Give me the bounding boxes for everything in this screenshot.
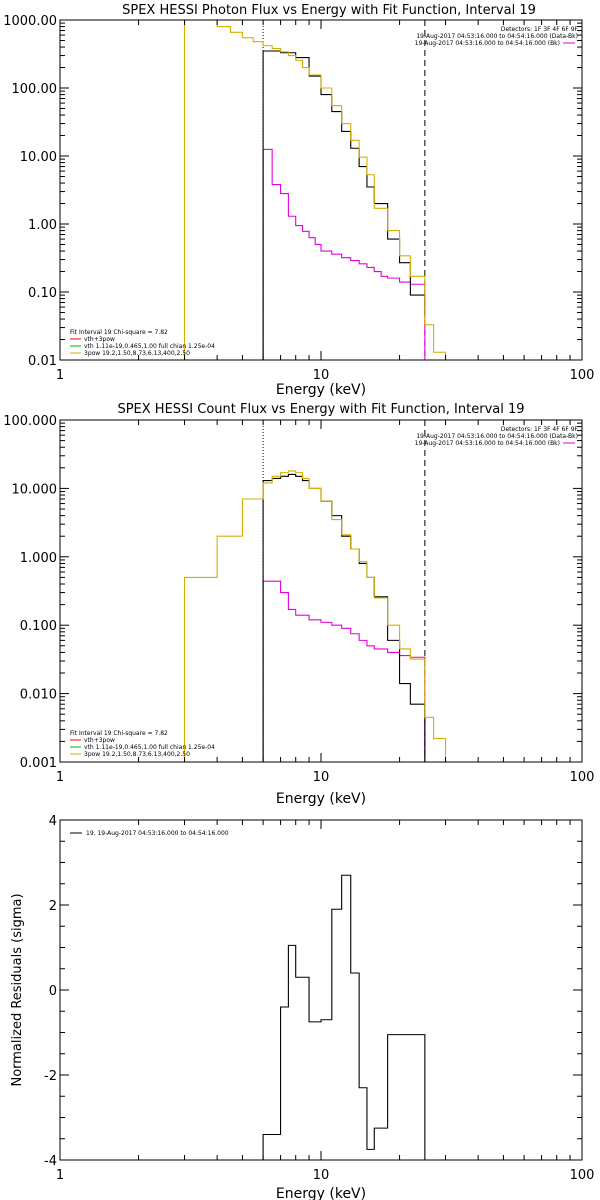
count-fit-line-1: Fit Interval 19 Chi-square = 7.82 — [70, 730, 168, 737]
residuals-y-axis-label: Normalized Residuals (sigma) — [10, 893, 25, 1086]
count-bk-line: 19-Aug-2017 04:53:16.000 to 04:54:16.000… — [415, 440, 560, 447]
photon-y-tick-label: 0.01 — [28, 354, 57, 369]
count-detectors-line: Detectors: 1F 3F 4F 6F 9F — [501, 426, 579, 433]
photon-fit-line-4: 3pow 19.2,1.50,8.73,6.13,400,2.50 — [84, 350, 190, 357]
residuals-y-tick-label: 4 — [49, 814, 57, 829]
photon-y-tick-label: 100.00 — [12, 82, 58, 97]
residuals-y-tick-label: -4 — [44, 1154, 57, 1169]
residuals-x-tick-label: 100 — [570, 1168, 595, 1183]
photon-detectors-line: Detectors: 1F 3F 4F 6F 9F — [501, 26, 579, 33]
photon-fit-line-1: Fit Interval 19 Chi-square = 7.82 — [70, 329, 168, 336]
count-fit-line-4: 3pow 19.2,1.50,8.73,6.13,400,2.50 — [84, 751, 190, 758]
count-x-axis-label: Energy (keV) — [276, 791, 366, 807]
residuals-y-tick-label: 0 — [49, 984, 57, 999]
photon-fit-line-2: vth+3pow — [84, 336, 115, 343]
count-flux-panel: SPEX HESSI Count Flux vs Energy with Fit… — [3, 402, 594, 807]
photon-x-tick-label: 100 — [570, 368, 595, 383]
photon-x-axis-label: Energy (keV) — [276, 382, 366, 398]
count-y-tick-label: 0.010 — [20, 688, 57, 703]
photon-series-vth — [262, 148, 426, 360]
photon-x-tick-label: 10 — [313, 368, 330, 383]
photon-y-tick-label: 1.00 — [28, 218, 57, 233]
residuals-series-data — [262, 874, 426, 1160]
count-fit-legend: Fit Interval 19 Chi-square = 7.82 vth+3p… — [70, 730, 215, 758]
count-fit-line-2: vth+3pow — [84, 737, 115, 744]
residuals-x-tick-label: 10 — [313, 1168, 330, 1183]
residuals-legend-text: 19. 19-Aug-2017 04:53:16.000 to 04:54:16… — [86, 830, 229, 837]
residuals-y-tick-label: -2 — [44, 1069, 57, 1084]
photon-fit-legend: Fit Interval 19 Chi-square = 7.82 vth+3p… — [70, 329, 215, 357]
photon-chart-title: SPEX HESSI Photon Flux vs Energy with Fi… — [122, 3, 536, 18]
residuals-x-tick-label: 1 — [56, 1168, 64, 1183]
photon-y-tick-label: 1000.00 — [3, 14, 57, 29]
photon-bk-line: 19-Aug-2017 04:53:16.000 to 04:54:16.000… — [415, 40, 560, 47]
count-y-tick-label: 0.001 — [20, 756, 57, 771]
count-fit-line-3: vth 1.11e-19,0.465,1.00 full chian 1.25e… — [84, 744, 215, 751]
photon-series-total — [183, 20, 447, 360]
count-x-tick-label: 100 — [570, 770, 595, 785]
count-series-vth — [262, 580, 426, 762]
count-y-tick-label: 100.000 — [3, 414, 57, 429]
photon-data-bk-line: 19-Aug-2017 04:53:16.000 to 04:54:16.000… — [416, 33, 578, 40]
count-series-data — [262, 473, 426, 762]
count-data-bk-line: 19-Aug-2017 04:53:16.000 to 04:54:16.000… — [416, 433, 578, 440]
photon-fit-line-3: vth 1.11e-19,0.465,1.00 full chian 1.25e… — [84, 343, 215, 350]
photon-x-tick-label: 1 — [56, 368, 64, 383]
count-series-total — [183, 470, 447, 762]
count-chart-title: SPEX HESSI Count Flux vs Energy with Fit… — [117, 402, 524, 417]
count-y-tick-label: 1.000 — [20, 551, 57, 566]
photon-header-block: Detectors: 1F 3F 4F 6F 9F 19-Aug-2017 04… — [415, 26, 579, 47]
photon-series-data — [262, 50, 426, 360]
count-plot-frame — [59, 419, 583, 763]
residuals-panel: 1 10 100 -4 -2 0 2 4 19. 19-Aug-2017 04:53:16.0… — [10, 814, 594, 1200]
photon-flux-panel: SPEX HESSI Photon Flux vs Energy with Fi… — [3, 3, 594, 398]
residuals-y-tick-label: 2 — [49, 899, 57, 914]
count-x-tick-label: 10 — [313, 770, 330, 785]
count-y-tick-label: 0.100 — [20, 619, 57, 634]
photon-plot-frame — [59, 19, 583, 361]
residuals-plot-frame — [59, 819, 583, 1161]
photon-y-tick-label: 10.00 — [20, 150, 57, 165]
count-x-tick-label: 1 — [56, 770, 64, 785]
count-y-tick-label: 10.000 — [12, 482, 58, 497]
count-header-block: Detectors: 1F 3F 4F 6F 9F 19-Aug-2017 04… — [415, 426, 579, 447]
photon-y-tick-label: 0.10 — [28, 286, 57, 301]
residuals-x-axis-label: Energy (keV) — [276, 1186, 366, 1200]
